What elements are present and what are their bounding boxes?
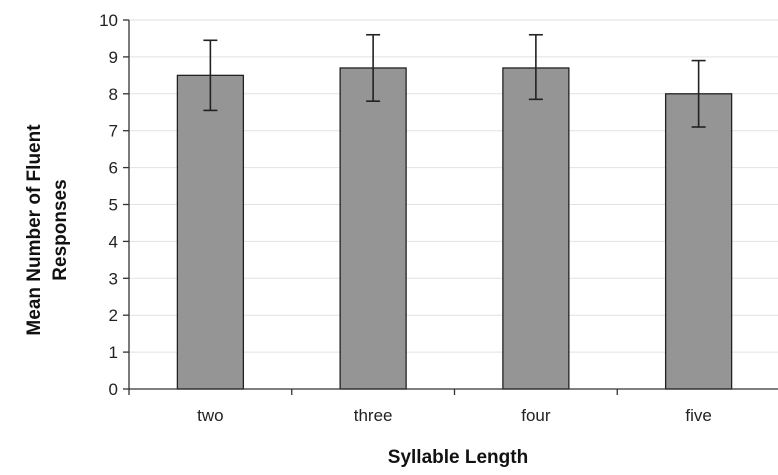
y-axis-title-line-1: Mean Number of Fluent xyxy=(24,124,45,336)
y-tick-label-0: 0 xyxy=(109,380,118,399)
y-tick-label-5: 5 xyxy=(109,196,118,215)
error-bars xyxy=(203,33,706,128)
y-tick-labels: 0 1 2 3 4 5 6 7 8 9 10 xyxy=(99,11,118,399)
bar-three xyxy=(339,67,407,390)
y-tick-label-6: 6 xyxy=(109,159,118,178)
y-tick-label-4: 4 xyxy=(109,232,118,251)
y-axis-title-line-2: Responses xyxy=(50,179,71,280)
bar-five xyxy=(664,93,733,390)
y-tick-label-2: 2 xyxy=(109,306,118,325)
y-tick-label-10: 10 xyxy=(99,11,118,30)
bars xyxy=(176,67,733,390)
x-tick-label-three: three xyxy=(354,406,393,425)
y-tick-label-7: 7 xyxy=(109,122,118,141)
y-tick-label-1: 1 xyxy=(109,343,118,362)
bar-four xyxy=(502,67,570,390)
x-tick-labels: two three four five xyxy=(197,406,712,425)
y-tick-label-8: 8 xyxy=(109,85,118,104)
axes xyxy=(123,19,778,395)
y-tick-label-3: 3 xyxy=(109,269,118,288)
x-tick-label-four: four xyxy=(521,406,551,425)
x-tick-label-two: two xyxy=(197,406,223,425)
x-tick-label-five: five xyxy=(685,406,711,425)
x-axis-title: Syllable Length xyxy=(388,447,528,468)
y-tick-label-9: 9 xyxy=(109,48,118,67)
y-axis-title: Mean Number of Fluent Responses xyxy=(24,124,71,336)
bar-two xyxy=(176,74,245,390)
